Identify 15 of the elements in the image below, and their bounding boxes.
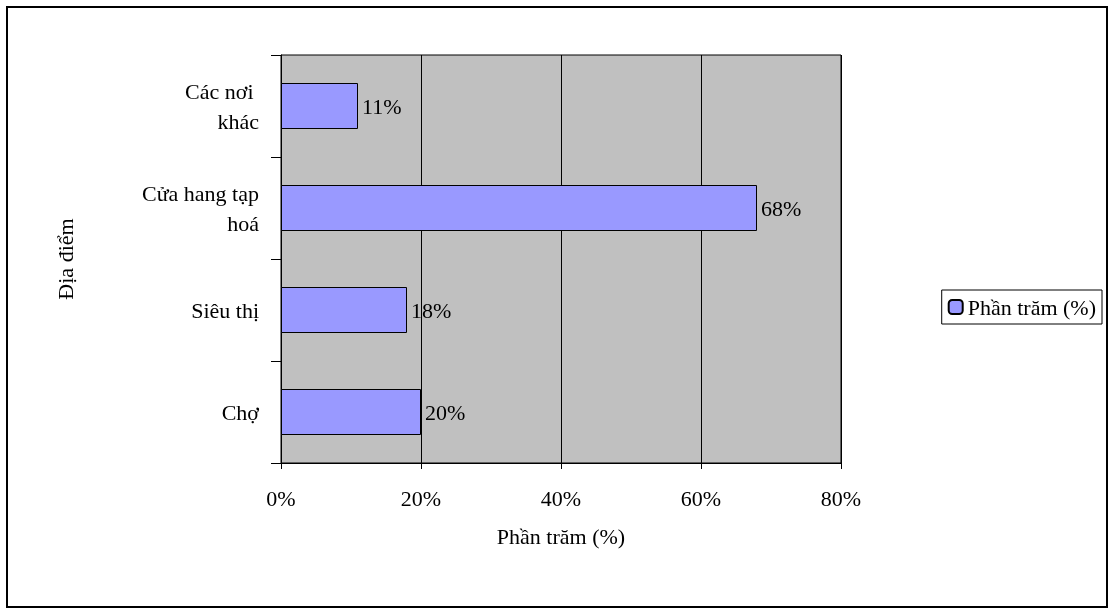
- data-label: 11%: [362, 93, 402, 119]
- x-tick-label: 80%: [820, 485, 862, 511]
- y-axis-title: Địa điểm: [52, 218, 78, 300]
- y-tick-label: Cửa hang tạp hoá: [141, 180, 260, 236]
- y-tick-label: Siêu thị: [191, 297, 259, 323]
- x-tick-label: 20%: [400, 485, 442, 511]
- legend-label: Phần trăm (%): [967, 294, 1096, 320]
- y-tick-label: Các nơi khác: [185, 78, 260, 134]
- x-tick-label: 0%: [266, 485, 296, 511]
- x-tick-label: 40%: [540, 485, 582, 511]
- x-tick-label: 60%: [680, 485, 722, 511]
- y-tick-label: Chợ: [221, 399, 260, 425]
- data-label: 20%: [425, 399, 466, 425]
- x-axis-title: Phần trăm (%): [496, 523, 626, 549]
- data-label: 68%: [761, 195, 802, 221]
